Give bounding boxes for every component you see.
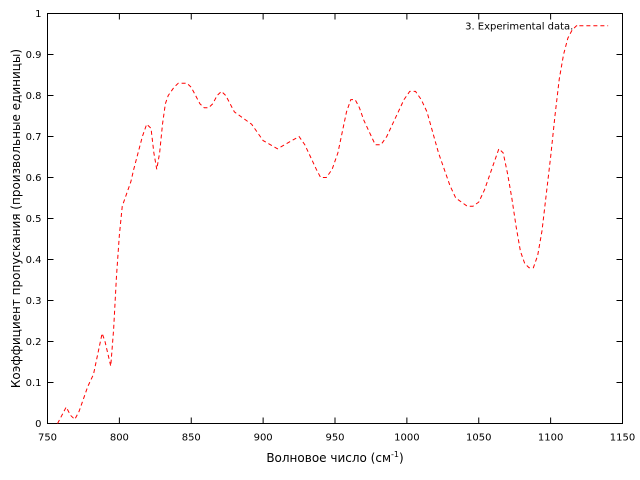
x-tick-label: 850 <box>182 433 201 444</box>
plot-area-frame <box>47 13 623 424</box>
y-axis-label: Коэффициент пропускания (произвольные ед… <box>9 49 23 388</box>
x-axis-ticks: 750 800 850 900 950 1000 1050 1100 1150 <box>38 13 635 444</box>
y-tick-label: 0.6 <box>26 173 42 184</box>
y-tick-label: 0.4 <box>26 255 42 266</box>
y-tick-label: 0 <box>35 419 41 430</box>
y-tick-label: 0.5 <box>26 214 42 225</box>
x-tick-label: 750 <box>38 433 57 444</box>
x-tick-label: 1000 <box>394 433 419 444</box>
series-line-0 <box>57 25 580 424</box>
y-tick-label: 0.3 <box>26 296 42 307</box>
x-tick-label: 1150 <box>610 433 635 444</box>
x-tick-label: 1050 <box>466 433 491 444</box>
x-tick-label: 800 <box>110 433 129 444</box>
y-tick-label: 0.1 <box>26 378 42 389</box>
x-tick-label: 900 <box>254 433 273 444</box>
y-tick-label: 0.8 <box>26 91 42 102</box>
y-axis-ticks: 0 0.1 0.2 0.3 0.4 0.5 0.6 0.7 0.8 0.9 1 <box>26 9 623 430</box>
x-tick-label: 1100 <box>538 433 563 444</box>
y-tick-label: 0.2 <box>26 337 42 348</box>
legend: 3. Experimental data. <box>465 21 609 32</box>
legend-label: 3. Experimental data. <box>465 21 573 32</box>
y-tick-label: 1 <box>35 9 41 20</box>
x-axis-label: Волновое число (см-1) <box>266 450 403 465</box>
y-tick-label: 0.9 <box>26 50 42 61</box>
series-layer <box>57 25 580 424</box>
y-tick-label: 0.7 <box>26 132 42 143</box>
x-tick-label: 950 <box>325 433 344 444</box>
